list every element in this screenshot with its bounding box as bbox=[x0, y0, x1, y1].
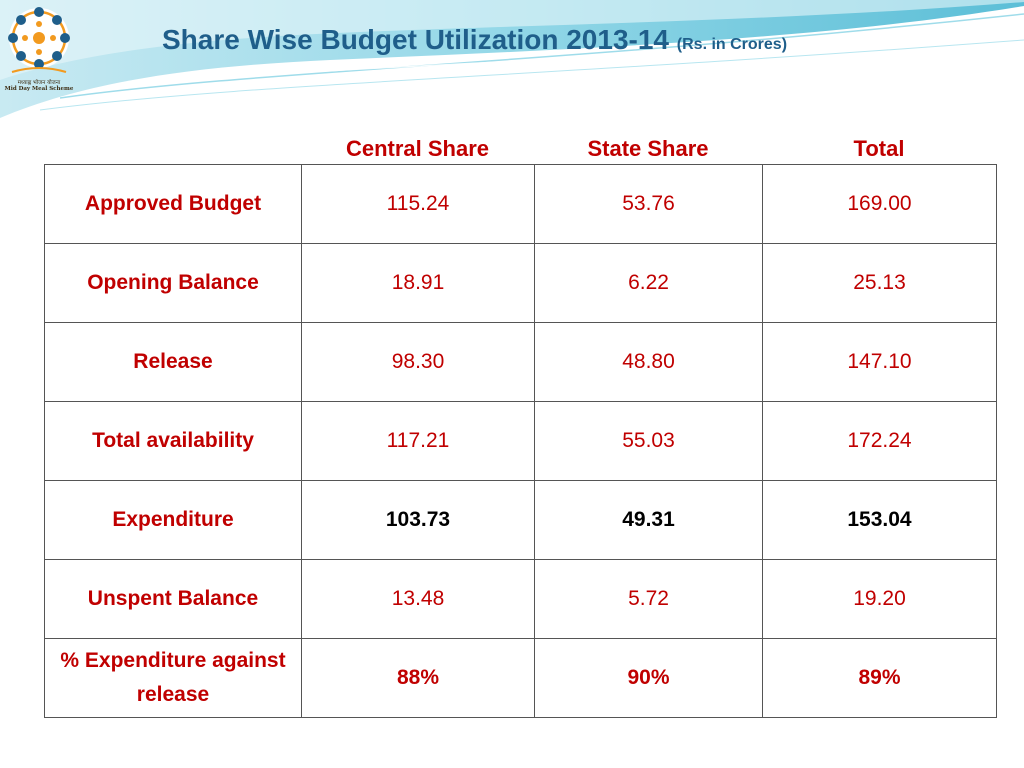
table-cell: 18.91 bbox=[301, 243, 535, 323]
table-cell: 19.20 bbox=[762, 559, 997, 639]
header-total: Total bbox=[853, 136, 905, 161]
table-cell: 115.24 bbox=[301, 164, 535, 244]
table-cell: 103.73 bbox=[301, 480, 535, 560]
table-cell: 90% bbox=[534, 638, 763, 718]
row-label: Opening Balance bbox=[44, 243, 302, 323]
table-cell: 53.76 bbox=[534, 164, 763, 244]
table-cell: 169.00 bbox=[762, 164, 997, 244]
unit-note: (Rs. in Crores) bbox=[676, 36, 788, 53]
header-swoosh bbox=[0, 0, 1024, 118]
table-cell: 88% bbox=[301, 638, 535, 718]
logo-english-text: Mid Day Meal Scheme bbox=[4, 86, 74, 92]
table-cell: 25.13 bbox=[762, 243, 997, 323]
row-label: Release bbox=[44, 322, 302, 402]
scheme-logo: मध्याह्न भोजन योजना Mid Day Meal Scheme bbox=[2, 2, 73, 94]
row-label: Total availability bbox=[44, 401, 302, 481]
table-cell: 89% bbox=[762, 638, 997, 718]
header-central-share: Central Share bbox=[345, 136, 490, 161]
header-state-share: State Share bbox=[587, 136, 709, 161]
table-row: Opening Balance 18.91 6.22 25.13 bbox=[44, 243, 997, 323]
table-cell: 172.24 bbox=[762, 401, 997, 481]
table-cell: 6.22 bbox=[534, 243, 763, 323]
mid-day-meal-logo-icon bbox=[8, 7, 70, 73]
table-cell: 98.30 bbox=[301, 322, 535, 402]
slide-title: Share Wise Budget Utilization 2013-14 (R… bbox=[162, 24, 787, 56]
table-cell: 13.48 bbox=[301, 559, 535, 639]
table-cell: 147.10 bbox=[762, 322, 997, 402]
table-cell: 153.04 bbox=[762, 480, 997, 560]
table-row: % Expenditure against release 88% 90% 89… bbox=[44, 638, 997, 718]
table-cell: 5.72 bbox=[534, 559, 763, 639]
row-label: Unspent Balance bbox=[44, 559, 302, 639]
table-row: Release 98.30 48.80 147.10 bbox=[44, 322, 997, 402]
row-label: Approved Budget bbox=[44, 164, 302, 244]
table-row: Total availability 117.21 55.03 172.24 bbox=[44, 401, 997, 481]
table-cell: 117.21 bbox=[301, 401, 535, 481]
table-row: Expenditure 103.73 49.31 153.04 bbox=[44, 480, 997, 560]
row-label: % Expenditure against release bbox=[44, 638, 302, 718]
slide-title-text: Share Wise Budget Utilization 2013-14 bbox=[162, 24, 669, 55]
table-row: Unspent Balance 13.48 5.72 19.20 bbox=[44, 559, 997, 639]
row-label: Expenditure bbox=[44, 480, 302, 560]
table-cell: 48.80 bbox=[534, 322, 763, 402]
table-cell: 49.31 bbox=[534, 480, 763, 560]
table-cell: 55.03 bbox=[534, 401, 763, 481]
table-row: Approved Budget 115.24 53.76 169.00 bbox=[44, 164, 997, 244]
budget-table: Approved Budget 115.24 53.76 169.00 Open… bbox=[44, 164, 997, 718]
logo-hindi-text: मध्याह्न भोजन योजना bbox=[17, 80, 61, 86]
